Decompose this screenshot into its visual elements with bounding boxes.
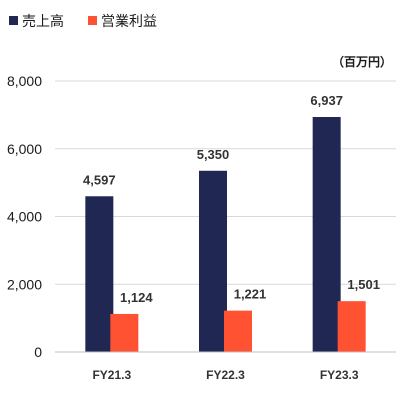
data-label-operating-profit: 1,221 xyxy=(234,287,267,302)
bar-operating-profit-fy23-3 xyxy=(337,301,366,352)
y-tick-label: 8,000 xyxy=(7,73,42,89)
bars xyxy=(85,117,366,352)
y-tick-label: 6,000 xyxy=(7,141,42,157)
x-tick-label: FY21.3 xyxy=(92,368,131,382)
y-tick-label: 4,000 xyxy=(7,209,42,225)
y-axis-ticks: 0 2,000 4,000 6,000 8,000 xyxy=(7,73,42,360)
data-label-net-sales: 4,597 xyxy=(83,172,116,187)
legend-label-net-sales: 売上高 xyxy=(22,13,64,30)
data-labels: 4,597 1,124 5,350 1,221 6,937 1,501 xyxy=(83,93,380,305)
data-label-operating-profit: 1,124 xyxy=(120,290,153,305)
y-tick-label: 2,000 xyxy=(7,276,42,292)
legend-swatch-net-sales xyxy=(9,16,18,25)
y-tick-label: 0 xyxy=(34,344,42,360)
bar-operating-profit-fy21-3 xyxy=(110,313,139,352)
bar-net-sales-fy21-3 xyxy=(85,196,114,352)
x-axis-categories: FY21.3 FY22.3 FY23.3 xyxy=(92,368,358,382)
data-label-operating-profit: 1,501 xyxy=(347,277,380,292)
x-tick-label: FY22.3 xyxy=(206,368,245,382)
unit-label: （百万円） xyxy=(332,54,392,69)
bar-net-sales-fy22-3 xyxy=(199,170,227,352)
legend: 売上高 営業利益 xyxy=(9,13,157,30)
legend-label-operating-profit: 営業利益 xyxy=(101,14,157,30)
data-label-net-sales: 6,937 xyxy=(310,93,343,108)
x-tick-label: FY23.3 xyxy=(320,368,359,382)
bar-operating-profit-fy22-3 xyxy=(224,310,252,352)
bar-net-sales-fy23-3 xyxy=(312,117,341,352)
legend-swatch-operating-profit xyxy=(88,16,97,25)
data-label-net-sales: 5,350 xyxy=(197,147,230,162)
